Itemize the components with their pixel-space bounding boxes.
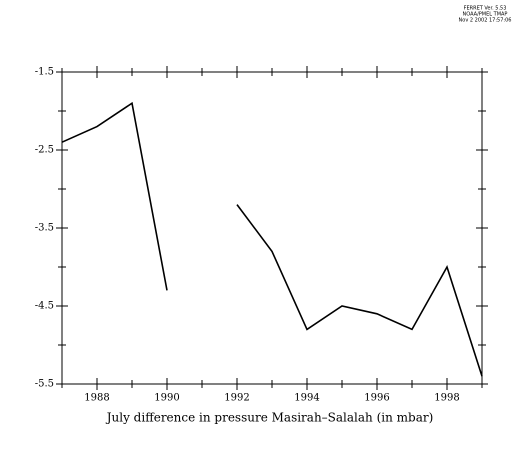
y-tick-label: -1.5 [35, 67, 54, 78]
data-line [61, 101, 483, 377]
y-tick-label: -4.5 [35, 301, 54, 312]
x-tick-label: 1988 [84, 393, 109, 404]
y-tick-label: -3.5 [35, 223, 54, 234]
x-tick-label: 1990 [154, 393, 179, 404]
x-tick-label: 1994 [294, 393, 319, 404]
plot-frame [61, 71, 483, 385]
header-line: FERRET Ver. 5.53 [464, 6, 507, 12]
header-line: Nov 2 2002 17:57:06 [459, 18, 512, 24]
x-tick-label: 1992 [224, 393, 249, 404]
x-tick-label: 1996 [364, 393, 389, 404]
header-line: NOAA/PMEL TMAP [463, 12, 508, 18]
y-tick-label: -5.5 [35, 379, 54, 390]
x-axis-label: July difference in pressure Masirah–Sala… [105, 411, 434, 425]
y-tick-label: -2.5 [35, 145, 54, 156]
x-tick-label: 1998 [434, 393, 459, 404]
